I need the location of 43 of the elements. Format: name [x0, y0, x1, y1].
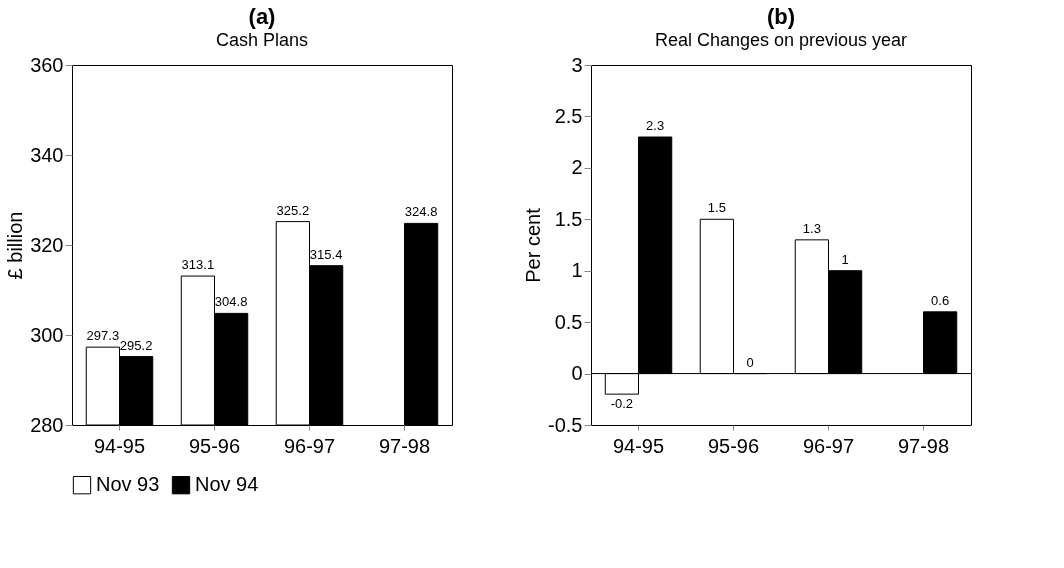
y-tick-label: 300: [30, 323, 64, 346]
y-tick-label: 2.5: [554, 104, 583, 127]
x-tick-label: 95-96: [707, 434, 760, 457]
x-tick-label: 96-97: [802, 434, 855, 457]
data-label: 1.3: [802, 220, 821, 236]
y-tick-label: 340: [30, 143, 64, 166]
data-label: 0.6: [931, 292, 950, 308]
data-label: 304.8: [214, 294, 248, 310]
y-tick-label: -0.5: [548, 413, 583, 436]
y-tick-label: 0.5: [554, 310, 583, 333]
legend-label: Nov 93: [96, 473, 160, 496]
x-tick-label: 96-97: [283, 434, 336, 457]
chart-subtitle: Cash Plans: [215, 30, 309, 50]
y-axis-title: Per cent: [522, 207, 545, 283]
x-tick-label: 94-95: [93, 434, 146, 457]
x-tick-label: 97-98: [897, 434, 950, 457]
y-tick-label: 1.5: [554, 207, 583, 230]
data-label: 313.1: [181, 257, 215, 273]
data-label: 325.2: [276, 202, 310, 218]
y-tick-label: 320: [30, 233, 64, 256]
data-label: 1.5: [707, 200, 726, 216]
legend-label: Nov 94: [195, 473, 259, 496]
x-tick-label: 94-95: [612, 434, 665, 457]
y-axis-title: £ billion: [4, 211, 27, 280]
chart-subtitle: Real Changes on previous year: [654, 30, 908, 50]
y-tick-label: 3: [571, 53, 583, 76]
data-label: 324.8: [404, 204, 438, 220]
y-tick-label: 1: [571, 259, 583, 282]
chart-title: (b): [766, 4, 796, 29]
data-label: 297.3: [86, 328, 120, 344]
y-tick-label: 280: [30, 413, 64, 436]
y-tick-label: 0: [571, 362, 583, 385]
data-label: 1: [841, 251, 849, 267]
x-tick-label: 97-98: [378, 434, 431, 457]
y-tick-label: 2: [571, 156, 583, 179]
data-label: 0: [746, 354, 754, 370]
data-label: -0.2: [610, 396, 634, 412]
data-label: 2.3: [646, 118, 665, 133]
data-label: 315.4: [309, 246, 343, 262]
data-label: 295.2: [119, 337, 153, 353]
x-tick-label: 95-96: [188, 434, 241, 457]
chart-title: (a): [248, 4, 276, 29]
y-tick-label: 360: [30, 53, 64, 76]
